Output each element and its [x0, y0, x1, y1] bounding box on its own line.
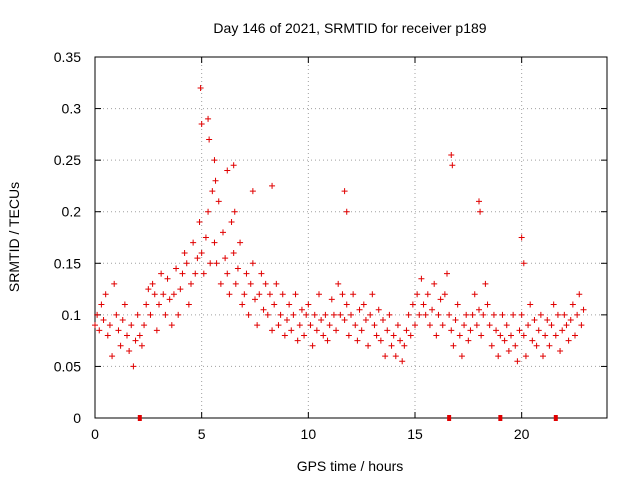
x-axis-marker [498, 415, 503, 421]
x-tick-label: 15 [407, 426, 423, 442]
y-axis-label: SRMTID / TECUs [6, 182, 22, 292]
y-tick-label: 0.05 [54, 358, 81, 374]
chart-title: Day 146 of 2021, SRMTID for receiver p18… [213, 20, 486, 36]
y-tick-label: 0.3 [62, 101, 82, 117]
y-tick-label: 0.2 [62, 204, 82, 220]
series-srmtid-markers [92, 84, 587, 370]
x-axis-label: GPS time / hours [297, 458, 404, 474]
x-tick-label: 20 [514, 426, 530, 442]
grid-lines [95, 57, 607, 418]
x-tick-label: 5 [198, 426, 206, 442]
y-tick-label: 0.35 [54, 49, 81, 65]
y-tick-label: 0.15 [54, 255, 81, 271]
x-tick-label: 0 [91, 426, 99, 442]
y-tick-label: 0.1 [62, 307, 82, 323]
y-tick-label: 0.25 [54, 152, 81, 168]
x-axis-marker [447, 415, 452, 421]
x-axis-marker [137, 415, 142, 421]
plot-frame [94, 56, 608, 419]
axis-ticks: 0 5 10 15 20 0 0.05 0.1 0.15 0.2 0.25 0.3 0.35 [54, 49, 607, 442]
x-axis-markers [137, 415, 558, 421]
x-tick-label: 10 [301, 426, 317, 442]
y-tick-label: 0 [73, 410, 81, 426]
x-axis-marker [553, 415, 558, 421]
data-points [92, 84, 587, 370]
